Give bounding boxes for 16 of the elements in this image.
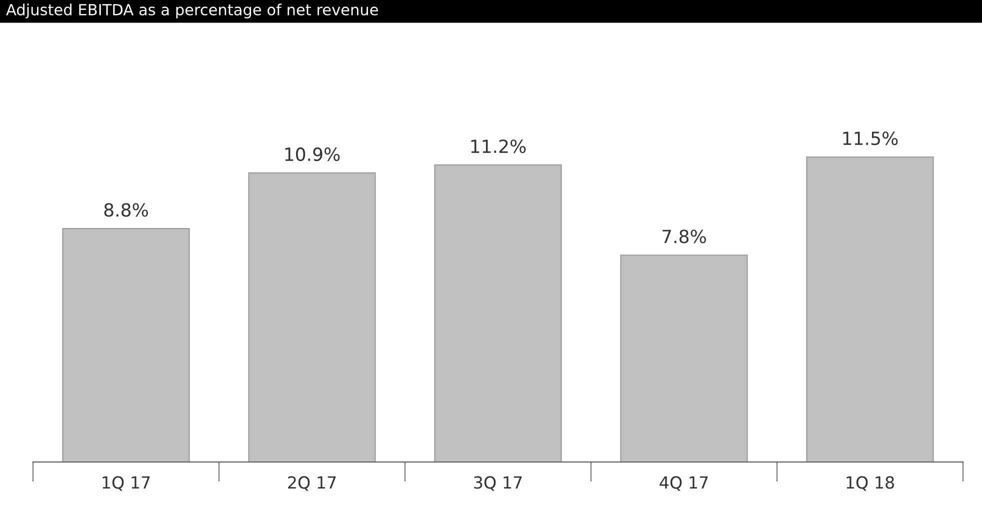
x-tick-label: 3Q 17 — [474, 476, 522, 491]
data-label: 7.8% — [662, 230, 706, 244]
bar — [248, 172, 376, 462]
data-label: 11.2% — [471, 139, 526, 154]
data-label: 10.9% — [285, 147, 340, 162]
bar — [62, 228, 190, 462]
data-label: 8.8% — [104, 203, 148, 217]
x-tick-label: 2Q 17 — [288, 476, 336, 491]
x-tick-label: 4Q 17 — [660, 476, 708, 491]
x-tick-label: 1Q 18 — [846, 476, 894, 491]
chart-title: Adjusted EBITDA as a percentage of net revenue — [6, 4, 378, 18]
data-label: 11.5% — [843, 132, 898, 146]
bar — [806, 156, 934, 462]
bar — [620, 254, 748, 462]
bar — [434, 164, 562, 462]
x-tick-label: 1Q 17 — [102, 476, 150, 491]
